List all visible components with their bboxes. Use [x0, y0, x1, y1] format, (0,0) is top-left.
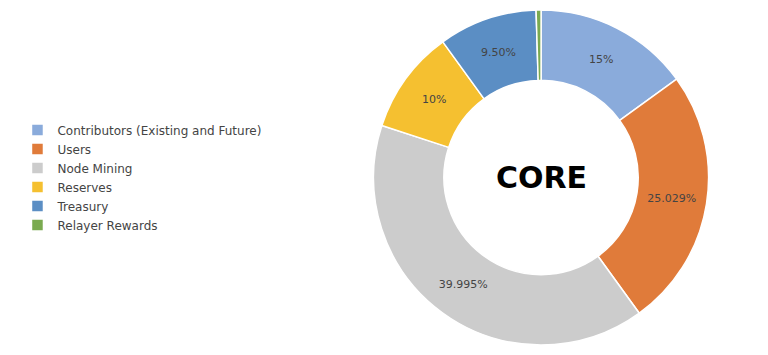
svg-text:CORE: CORE — [496, 160, 587, 195]
svg-text:Node Mining: Node Mining — [57, 162, 132, 176]
svg-text:10%: 10% — [422, 93, 446, 106]
svg-text:Users: Users — [57, 143, 91, 157]
svg-text:Contributors (Existing and Fut: Contributors (Existing and Future) — [57, 124, 261, 138]
svg-text:Relayer Rewards: Relayer Rewards — [57, 219, 157, 233]
svg-text:9.50%: 9.50% — [481, 46, 516, 59]
svg-text:15%: 15% — [589, 53, 613, 66]
svg-text:Treasury: Treasury — [56, 200, 108, 214]
svg-text:39.995%: 39.995% — [439, 278, 488, 291]
svg-text:Reserves: Reserves — [57, 181, 111, 195]
svg-text:25.029%: 25.029% — [647, 192, 696, 205]
